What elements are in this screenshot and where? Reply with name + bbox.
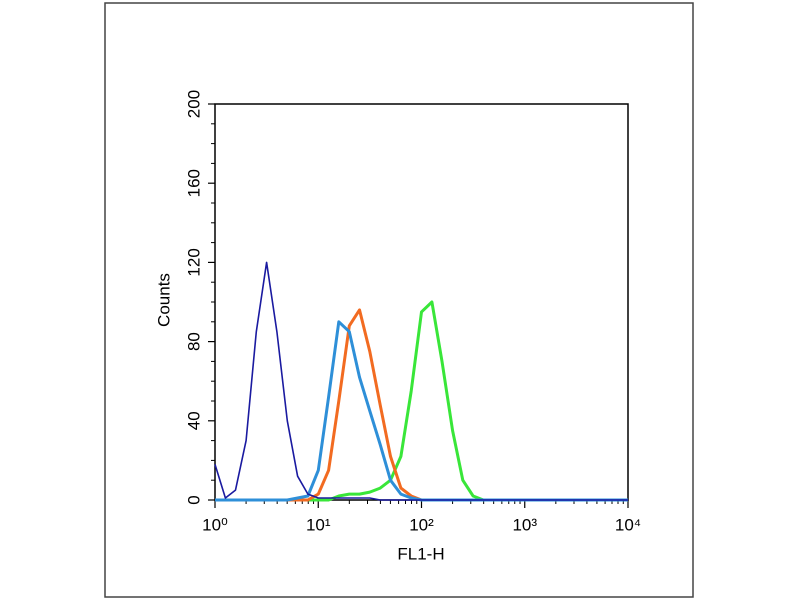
x-tick-label: 10⁰ [202,515,228,534]
frame [104,2,694,598]
y-axis-label: Counts [154,273,173,327]
series-line [215,320,628,502]
x-tick-label: 10⁴ [615,515,641,534]
y-tick-label: 0 [184,495,203,504]
plot-area [214,103,629,501]
y-tick-label: 200 [184,90,203,118]
x-axis-label: FL1-H [397,544,444,563]
x-tick-label: 10¹ [306,515,331,534]
y-tick-label: 40 [184,411,203,430]
y-tick-label: 120 [184,248,203,276]
x-tick-label: 10² [409,515,434,534]
x-tick-label: 10³ [512,515,537,534]
series-line [214,261,628,501]
y-tick-label: 80 [184,332,203,351]
y-tick-label: 160 [184,169,203,197]
